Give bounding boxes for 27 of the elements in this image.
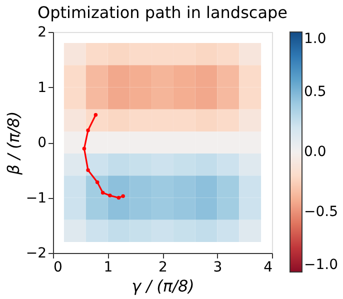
color-bar-label: −0.5 (304, 204, 338, 220)
point (116, 196, 121, 200)
point (94, 113, 98, 117)
y-tick-label: 0 (38, 135, 46, 151)
y-axis-title: β / (π/8) (4, 111, 23, 176)
y-tick-label: −1 (26, 190, 46, 206)
x-tick-label: 4 (264, 260, 273, 276)
color-bar-label: −1.0 (304, 257, 338, 273)
x-tick-label: 2 (158, 260, 168, 276)
point (108, 194, 112, 198)
x-tick-label: 3 (213, 260, 222, 276)
x-tick-label: 1 (104, 260, 113, 276)
y-tick-label: 2 (38, 24, 46, 40)
point (121, 194, 125, 198)
x-axis-title: γ / (π/8) (132, 276, 194, 296)
point (100, 190, 105, 195)
y-tick-label: −2 (26, 246, 46, 262)
point (82, 146, 86, 150)
point (95, 180, 100, 184)
y-tick-label: 1 (38, 80, 46, 96)
x-tick-label: 0 (54, 260, 62, 276)
chart-title: Optimization path in landscape (37, 3, 288, 22)
color-bar-label: 0.5 (304, 84, 326, 100)
color-bar-label: 1.0 (304, 31, 326, 47)
point (86, 168, 90, 172)
point (86, 128, 90, 132)
color-bar-label: 0.0 (304, 144, 326, 160)
